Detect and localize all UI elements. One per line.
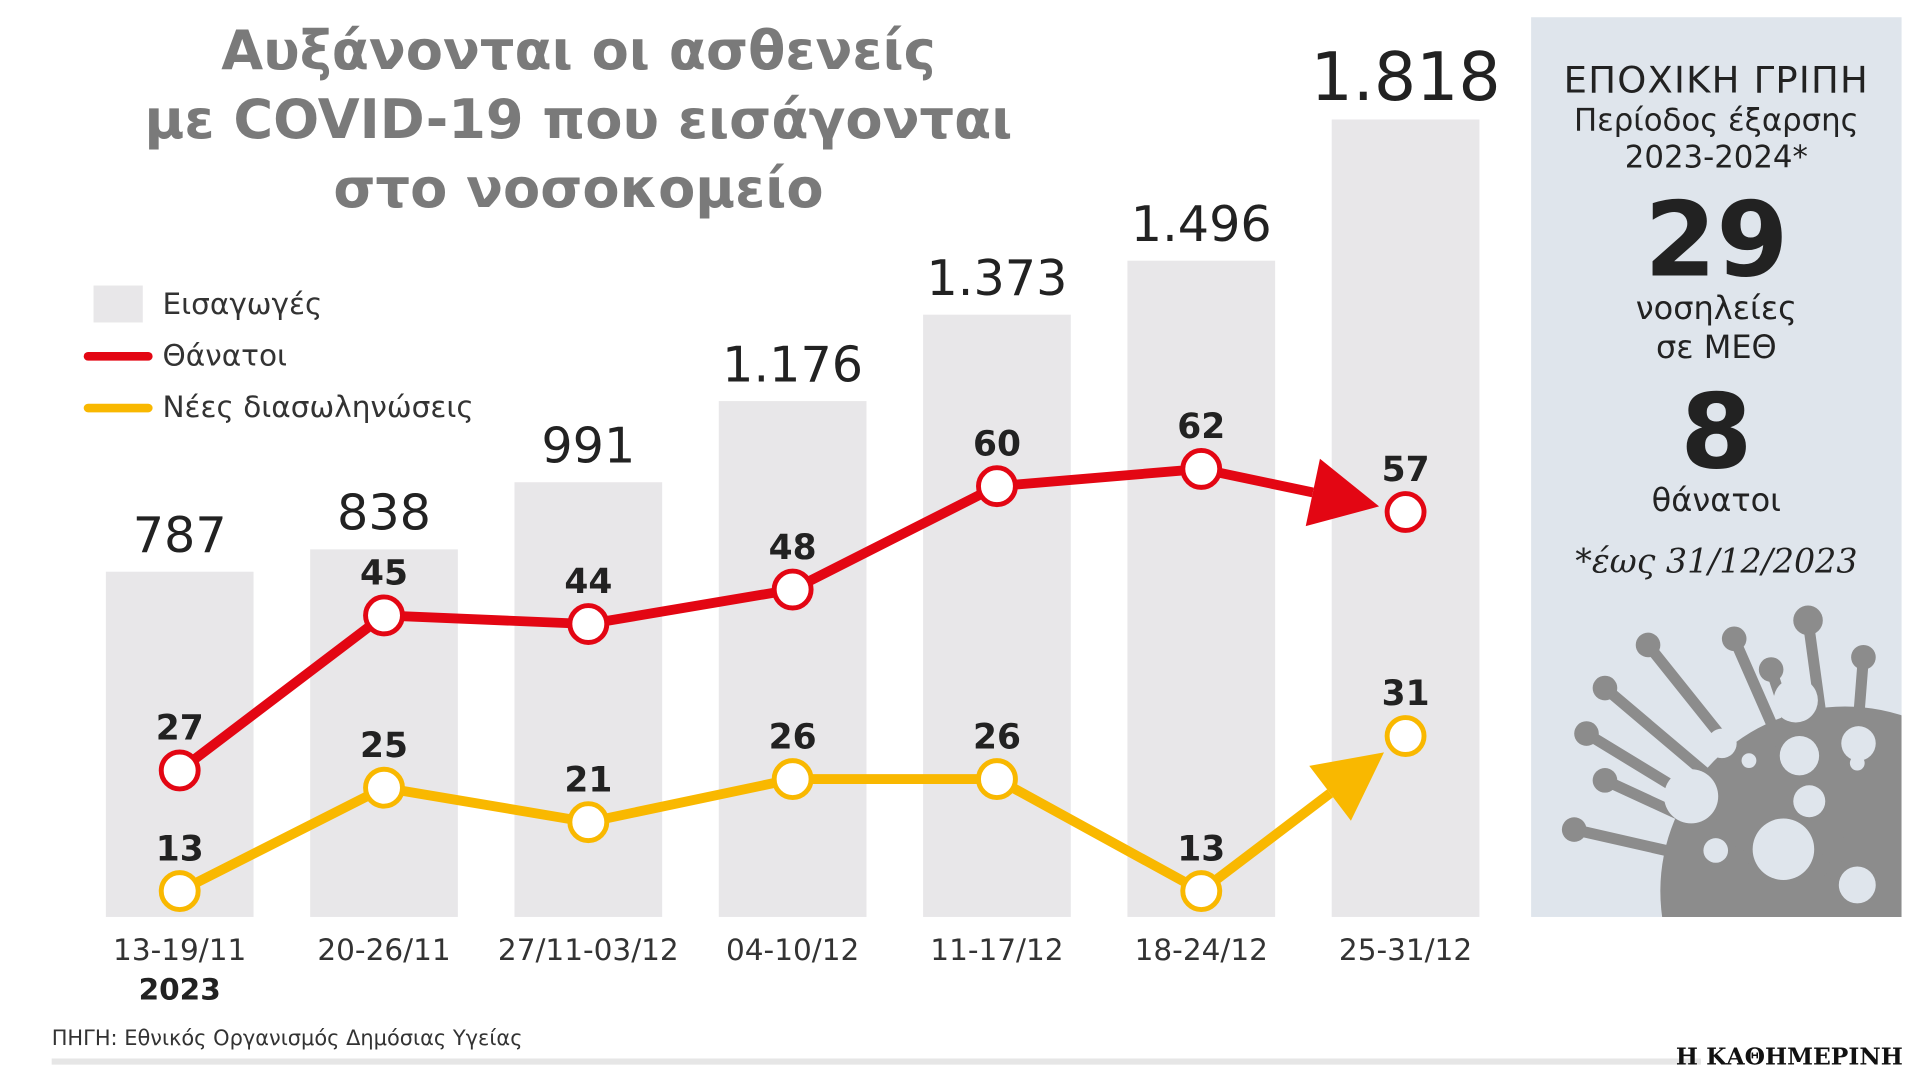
- legend-item-deaths: Θάνατοι: [83, 330, 474, 382]
- intubations-point: [158, 870, 201, 913]
- deaths-value-label: 48: [769, 528, 817, 568]
- deaths-value: 8: [1680, 371, 1753, 493]
- bar-value-label: 991: [541, 417, 635, 475]
- intubations-value-label: 26: [769, 717, 817, 757]
- year-label: 2023: [139, 972, 221, 1006]
- deaths-value-label: 62: [1177, 407, 1225, 447]
- bar: [105, 571, 254, 917]
- intubations-value-label: 25: [360, 726, 408, 766]
- intubations-point: [771, 758, 814, 801]
- x-tick-label: 13-19/11: [113, 933, 246, 967]
- bar-value-label: 1.176: [722, 335, 863, 393]
- legend-item-admissions: Εισαγωγές: [84, 278, 474, 330]
- x-tick-label: 20-26/11: [317, 933, 450, 967]
- intubations-value-label: 31: [1382, 674, 1430, 714]
- title-line: στο νοσοκομείο: [333, 157, 824, 221]
- panel-heading: ΕΠΟΧΙΚΗ ΓΡΙΠΗ: [1563, 59, 1870, 103]
- deaths-point: [771, 568, 814, 611]
- virus-icon: [1561, 605, 1902, 917]
- bar-value-label: 1.373: [926, 249, 1067, 307]
- deaths-value-label: 60: [973, 424, 1021, 464]
- legend-swatch: [83, 351, 153, 361]
- intubations-point: [976, 758, 1018, 801]
- x-tick-label: 11-17/12: [930, 933, 1063, 967]
- icu-value: 29: [1644, 179, 1789, 301]
- deaths-value-label: 57: [1382, 450, 1430, 490]
- bar-value-label: 787: [133, 506, 227, 564]
- intubations-point: [1384, 715, 1427, 757]
- deaths-label: θάνατοι: [1651, 482, 1782, 520]
- panel-years: 2023-2024*: [1624, 139, 1808, 175]
- bar-value-label: 1.496: [1131, 195, 1272, 253]
- legend-swatch: [83, 403, 153, 412]
- deaths-point: [976, 465, 1018, 508]
- intubations-point: [1180, 870, 1223, 913]
- intubations-arrow-icon: [1309, 752, 1385, 821]
- bar: [1127, 260, 1276, 917]
- deaths-point: [158, 749, 201, 792]
- intubations-value-label: 13: [156, 829, 204, 869]
- legend-swatch: [93, 285, 143, 323]
- x-tick-label: 04-10/12: [726, 933, 859, 967]
- bar-value-label: 1.818: [1310, 38, 1500, 116]
- title-line: με COVID-19 που εισάγονται: [144, 88, 1013, 152]
- bar-value-label: 838: [337, 484, 431, 542]
- icu-label: νοσηλείες: [1635, 290, 1797, 328]
- bar: [923, 314, 1071, 917]
- legend-label: Εισαγωγές: [162, 286, 323, 322]
- chart-title: Αυξάνονται οι ασθενείς με COVID-19 που ε…: [74, 17, 1083, 224]
- panel-period: Περίοδος έξαρσης: [1574, 102, 1859, 138]
- intubations-point: [567, 801, 610, 844]
- deaths-point: [1384, 491, 1427, 533]
- bar: [718, 401, 867, 917]
- deaths-point: [567, 603, 610, 645]
- intubations-value-label: 13: [1177, 829, 1225, 869]
- intubations-line: [177, 774, 1204, 896]
- deaths-point: [1180, 448, 1223, 490]
- legend-label: Θάνατοι: [162, 338, 288, 373]
- brand-logo: Η ΚΑΘΗΜΕΡΙΝΗ: [1675, 1043, 1903, 1071]
- intubations-value-label: 21: [564, 760, 612, 800]
- flu-panel: ΕΠΟΧΙΚΗ ΓΡΙΠΗ Περίοδος έξαρσης 2023-2024…: [1531, 17, 1902, 917]
- x-tick-label: 27/11-03/12: [498, 933, 679, 967]
- deaths-value-label: 27: [156, 709, 204, 749]
- title-line: Αυξάνονται οι ασθενείς: [221, 19, 936, 83]
- intubations-point: [363, 766, 405, 809]
- bar: [514, 482, 663, 917]
- deaths-line: [176, 464, 1202, 775]
- deaths-value-label: 45: [360, 554, 408, 594]
- intubations-line-segment: [1198, 789, 1334, 896]
- divider: [51, 1058, 1701, 1065]
- x-tick-label: 18-24/12: [1135, 933, 1268, 967]
- legend-item-intubations: Νέες διασωληνώσεις: [83, 382, 474, 434]
- deaths-arrow-icon: [1305, 458, 1380, 527]
- deaths-value-label: 44: [564, 562, 612, 602]
- panel-note: *έως 31/12/2023: [1575, 542, 1858, 581]
- chart-area: 787 13-19/11 838 20-26/11 991 27/11-03/12 1.17…: [105, 38, 1501, 1006]
- deaths-point: [363, 594, 405, 637]
- intubations-value-label: 26: [973, 717, 1021, 757]
- icu-label-2: σε ΜΕΘ: [1655, 329, 1777, 367]
- legend: Εισαγωγές Θάνατοι Νέες διασωληνώσεις: [83, 278, 474, 434]
- legend-label: Νέες διασωληνώσεις: [162, 390, 474, 425]
- x-tick-label: 25-31/12: [1339, 933, 1472, 967]
- source-note: ΠΗΓΗ: Εθνικός Οργανισμός Δημόσιας Υγείας: [51, 1026, 523, 1052]
